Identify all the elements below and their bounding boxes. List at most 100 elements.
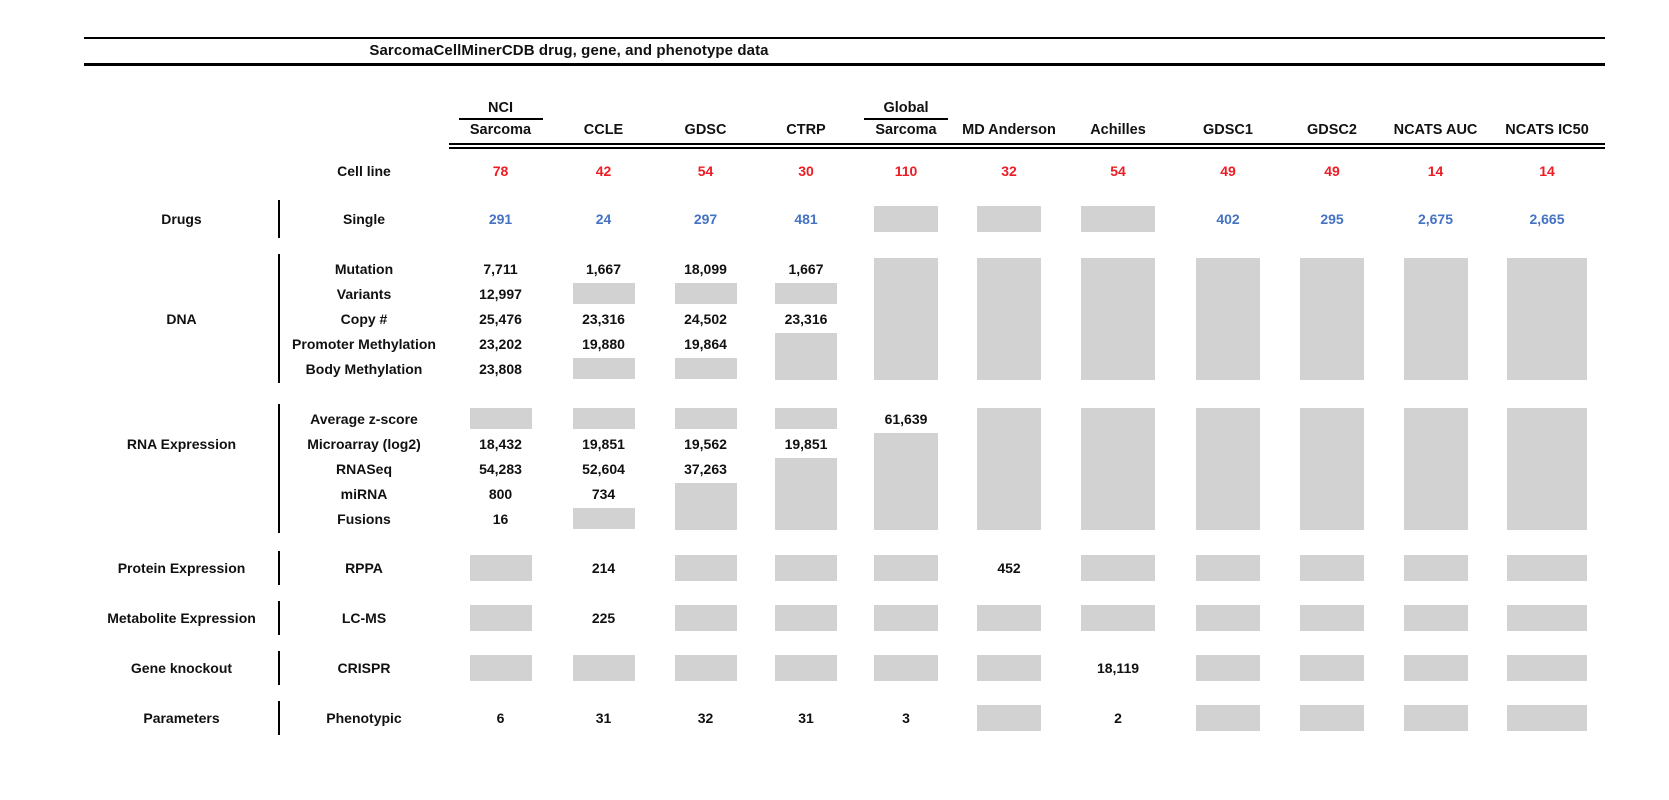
row-label: Variants — [336, 285, 392, 302]
gray-box — [1300, 605, 1364, 631]
column-header-label: NCATS AUC — [1393, 122, 1478, 138]
row-label: miRNA — [340, 485, 388, 502]
row-label: Microarray (log2) — [307, 435, 421, 452]
na-cell — [1489, 653, 1605, 683]
column-header-label: CTRP — [786, 122, 826, 138]
section-rna-expression: RNA Expression Average z-score 61,639 Micro… — [84, 404, 1605, 533]
data-value: 23,808 — [479, 360, 522, 377]
gray-box — [674, 555, 737, 581]
row-label: Promoter Methylation — [292, 335, 436, 352]
row-label: CRISPR — [337, 660, 391, 676]
gray-box — [674, 605, 737, 631]
gray-box — [572, 508, 635, 529]
gray-box — [469, 408, 532, 429]
cell-line-count: 42 — [595, 163, 612, 179]
gray-box — [874, 555, 938, 581]
data-value: 214 — [591, 560, 616, 576]
na-cell — [1282, 406, 1382, 531]
column-header: NCATS IC50 — [1489, 95, 1605, 139]
na-cell — [1174, 703, 1282, 733]
data-value: 32 — [697, 710, 714, 726]
na-cell — [856, 431, 956, 531]
na-cell — [1174, 653, 1282, 683]
na-cell — [1282, 256, 1382, 381]
data-value: 24 — [595, 211, 612, 227]
column-header: GDSC1 — [1174, 95, 1282, 139]
na-cell — [655, 553, 756, 583]
gray-box — [1403, 407, 1468, 530]
data-value: 3 — [902, 710, 910, 726]
gray-box — [469, 555, 532, 581]
data-value: 2,665 — [1529, 211, 1565, 227]
row-label: Copy # — [340, 310, 388, 327]
data-value: 19,562 — [684, 435, 727, 452]
gray-box — [977, 605, 1041, 631]
category-divider-bar — [278, 200, 280, 238]
data-value: 297 — [693, 211, 718, 227]
column-header: GDSC — [655, 95, 756, 139]
row-label: RPPA — [345, 560, 383, 576]
gray-box — [469, 655, 532, 681]
gray-box — [1507, 655, 1587, 681]
gray-box — [1403, 555, 1468, 581]
gray-box — [874, 257, 938, 380]
row-label: Phenotypic — [326, 710, 402, 726]
cell-line-count: 30 — [798, 163, 814, 179]
na-cell — [1382, 406, 1489, 531]
data-value: 452 — [997, 560, 1021, 576]
section-gene-knockout: Gene knockout CRISPR 18,119 — [84, 651, 1605, 685]
column-header: NCI Sarcoma — [449, 95, 552, 139]
gray-box — [1403, 257, 1468, 380]
table-body: Drugs Single 291 24 297 481 402 295 2,675 2,665 DN… — [84, 200, 1605, 735]
gray-box — [775, 408, 837, 429]
gray-box — [572, 358, 635, 379]
data-value: 18,119 — [1096, 660, 1140, 676]
na-cell — [856, 202, 956, 236]
gray-box — [1196, 655, 1260, 681]
gray-box — [674, 482, 737, 530]
column-header-line2: Sarcoma — [875, 122, 937, 138]
gray-box — [874, 605, 938, 631]
data-value: 800 — [488, 485, 513, 502]
column-header-label: GDSC2 — [1307, 122, 1357, 138]
na-cell — [552, 506, 655, 531]
na-cell — [1282, 653, 1382, 683]
figure-table: SarcomaCellMinerCDB drug, gene, and phen… — [84, 37, 1605, 735]
na-cell — [856, 553, 956, 583]
column-header: MD Anderson — [956, 95, 1062, 139]
gray-box — [1507, 705, 1587, 731]
cell-line-count: 54 — [1110, 163, 1126, 179]
na-cell — [1382, 256, 1489, 381]
na-cell — [1282, 603, 1382, 633]
column-header-label: NCATS IC50 — [1505, 122, 1589, 138]
title-bottom-rule — [84, 63, 1605, 66]
data-value: 19,880 — [582, 335, 625, 352]
cell-line-count: 78 — [492, 163, 509, 179]
gray-box — [1196, 257, 1260, 380]
na-cell — [756, 456, 856, 531]
gray-box — [1300, 407, 1364, 530]
section-protein-expression: Protein Expression RPPA 214 452 — [84, 551, 1605, 585]
data-value: 402 — [1216, 211, 1240, 227]
gray-box — [1300, 257, 1364, 380]
na-cell — [956, 603, 1062, 633]
gray-box — [1196, 407, 1260, 530]
column-header-row: NCI Sarcoma CCLE GDSC CTRP Global Sarcoma MD An… — [84, 95, 1605, 149]
data-value: 291 — [488, 211, 513, 227]
na-cell — [856, 653, 956, 683]
gray-box — [1300, 655, 1364, 681]
column-header: GDSC2 — [1282, 95, 1382, 139]
na-cell — [1382, 553, 1489, 583]
gray-box — [1081, 555, 1155, 581]
gray-box — [1196, 605, 1260, 631]
na-cell — [1282, 703, 1382, 733]
data-value: 7,711 — [483, 260, 518, 277]
na-cell — [1382, 653, 1489, 683]
data-value: 19,851 — [582, 435, 625, 452]
column-header-line2: Sarcoma — [469, 122, 532, 138]
category-label: DNA — [166, 310, 197, 327]
category-divider-bar — [278, 651, 280, 685]
data-value: 31 — [595, 710, 612, 726]
cell-line-count: 49 — [1220, 163, 1236, 179]
data-value: 24,502 — [684, 310, 727, 327]
